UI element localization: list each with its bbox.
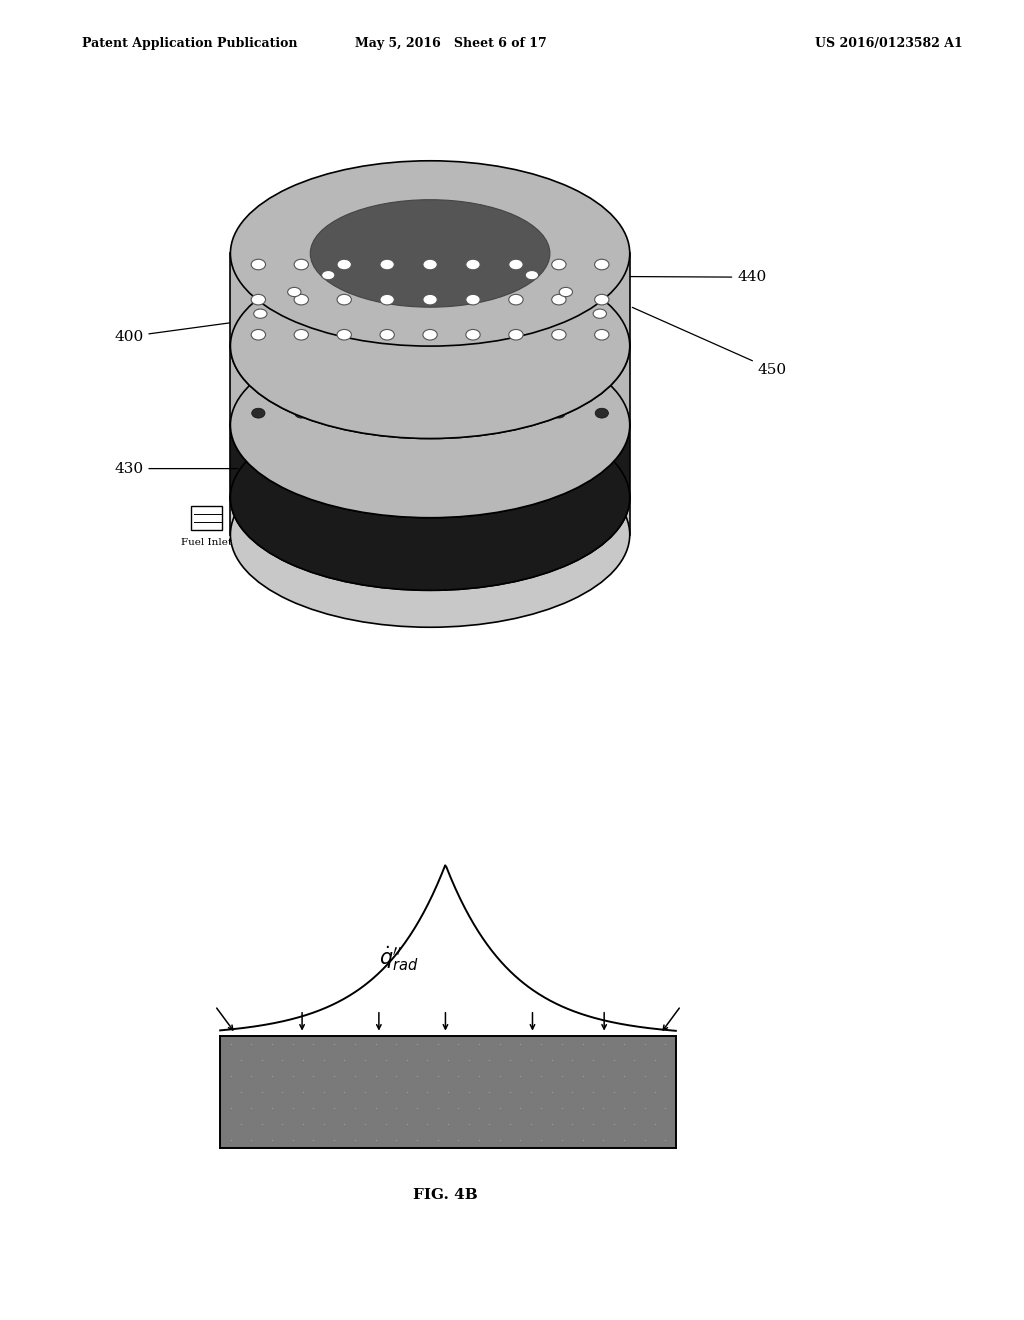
Ellipse shape bbox=[595, 294, 609, 305]
Ellipse shape bbox=[322, 271, 335, 280]
Ellipse shape bbox=[362, 350, 375, 359]
Ellipse shape bbox=[423, 294, 437, 305]
Ellipse shape bbox=[251, 330, 265, 341]
Ellipse shape bbox=[381, 352, 394, 363]
Text: May 5, 2016   Sheet 6 of 17: May 5, 2016 Sheet 6 of 17 bbox=[354, 37, 547, 50]
Ellipse shape bbox=[337, 330, 351, 341]
Polygon shape bbox=[230, 498, 630, 535]
Ellipse shape bbox=[466, 380, 479, 391]
Ellipse shape bbox=[252, 352, 265, 363]
Ellipse shape bbox=[252, 380, 265, 391]
Ellipse shape bbox=[295, 380, 308, 391]
Ellipse shape bbox=[380, 259, 394, 269]
Ellipse shape bbox=[509, 259, 523, 269]
Polygon shape bbox=[230, 425, 630, 498]
Ellipse shape bbox=[310, 199, 550, 308]
Ellipse shape bbox=[552, 380, 565, 391]
Ellipse shape bbox=[509, 408, 522, 418]
Text: 410: 410 bbox=[370, 220, 398, 234]
Ellipse shape bbox=[295, 408, 308, 418]
Text: $\dot{q}_{rad}^{\prime\prime}$: $\dot{q}_{rad}^{\prime\prime}$ bbox=[380, 944, 419, 973]
Ellipse shape bbox=[595, 408, 608, 418]
Ellipse shape bbox=[423, 259, 437, 269]
Ellipse shape bbox=[595, 380, 608, 391]
Ellipse shape bbox=[466, 352, 479, 363]
Ellipse shape bbox=[230, 253, 630, 438]
Ellipse shape bbox=[466, 259, 480, 269]
Polygon shape bbox=[230, 346, 630, 425]
Ellipse shape bbox=[294, 330, 308, 341]
Ellipse shape bbox=[251, 294, 265, 305]
Ellipse shape bbox=[552, 330, 566, 341]
Ellipse shape bbox=[552, 259, 566, 269]
Ellipse shape bbox=[595, 352, 608, 363]
Ellipse shape bbox=[509, 380, 522, 391]
Bar bbox=[191, 506, 222, 529]
Ellipse shape bbox=[252, 408, 265, 418]
Ellipse shape bbox=[552, 352, 565, 363]
Ellipse shape bbox=[509, 330, 523, 341]
Text: 430: 430 bbox=[115, 462, 238, 475]
Ellipse shape bbox=[380, 294, 394, 305]
Ellipse shape bbox=[381, 408, 394, 418]
Ellipse shape bbox=[294, 259, 308, 269]
Ellipse shape bbox=[485, 350, 498, 359]
Ellipse shape bbox=[230, 161, 630, 346]
Ellipse shape bbox=[424, 352, 436, 363]
Ellipse shape bbox=[593, 309, 606, 318]
Ellipse shape bbox=[380, 330, 394, 341]
Ellipse shape bbox=[567, 384, 580, 393]
Text: Fuel Inlet: Fuel Inlet bbox=[181, 537, 232, 546]
Ellipse shape bbox=[595, 259, 609, 269]
Ellipse shape bbox=[525, 271, 539, 280]
Ellipse shape bbox=[281, 384, 293, 393]
Ellipse shape bbox=[466, 330, 480, 341]
Ellipse shape bbox=[466, 408, 479, 418]
Ellipse shape bbox=[230, 405, 630, 590]
Ellipse shape bbox=[381, 380, 394, 391]
Ellipse shape bbox=[552, 408, 565, 418]
Ellipse shape bbox=[466, 294, 480, 305]
Ellipse shape bbox=[509, 352, 522, 363]
Ellipse shape bbox=[288, 288, 301, 297]
Ellipse shape bbox=[403, 342, 416, 351]
Ellipse shape bbox=[322, 363, 334, 372]
Ellipse shape bbox=[251, 259, 265, 269]
Ellipse shape bbox=[444, 342, 457, 351]
Ellipse shape bbox=[337, 294, 351, 305]
Ellipse shape bbox=[338, 408, 351, 418]
Polygon shape bbox=[230, 253, 630, 346]
Text: US 2016/0123582 A1: US 2016/0123582 A1 bbox=[815, 37, 963, 50]
Ellipse shape bbox=[338, 380, 351, 391]
Ellipse shape bbox=[230, 442, 630, 627]
Text: 440: 440 bbox=[628, 271, 767, 284]
Ellipse shape bbox=[295, 352, 308, 363]
Ellipse shape bbox=[230, 333, 630, 517]
Ellipse shape bbox=[595, 330, 609, 341]
Ellipse shape bbox=[526, 363, 539, 372]
Ellipse shape bbox=[294, 294, 308, 305]
Ellipse shape bbox=[559, 288, 572, 297]
Text: Patent Application Publication: Patent Application Publication bbox=[82, 37, 297, 50]
Ellipse shape bbox=[230, 405, 630, 590]
Ellipse shape bbox=[509, 294, 523, 305]
Ellipse shape bbox=[424, 408, 436, 418]
Ellipse shape bbox=[230, 333, 630, 517]
Ellipse shape bbox=[552, 294, 566, 305]
Text: 400: 400 bbox=[114, 322, 232, 343]
Ellipse shape bbox=[230, 253, 630, 438]
Text: 450: 450 bbox=[632, 308, 786, 376]
Text: FIG. 4A: FIG. 4A bbox=[409, 572, 472, 586]
Ellipse shape bbox=[423, 330, 437, 341]
Ellipse shape bbox=[337, 259, 351, 269]
Text: FIG. 4B: FIG. 4B bbox=[413, 1188, 478, 1203]
Ellipse shape bbox=[338, 352, 351, 363]
Ellipse shape bbox=[424, 380, 436, 391]
Ellipse shape bbox=[254, 309, 267, 318]
Bar bbox=[220, 1036, 676, 1148]
